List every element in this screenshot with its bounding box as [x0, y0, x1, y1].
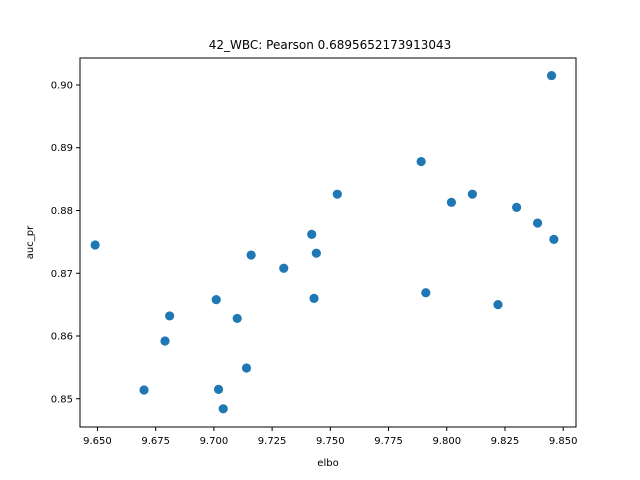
data-point: [332, 189, 342, 199]
x-tick-label: 9.850: [549, 436, 578, 447]
data-point: [549, 234, 559, 244]
x-tick-label: 9.800: [432, 436, 461, 447]
x-tick-label: 9.825: [491, 436, 520, 447]
data-point: [90, 240, 100, 250]
x-tick-label: 9.725: [258, 436, 287, 447]
data-point: [241, 363, 252, 373]
data-point: [309, 293, 319, 303]
axes-frame: [79, 57, 577, 428]
data-point: [467, 189, 477, 199]
y-axis-label: auc_pr: [25, 225, 36, 259]
y-tick-label: 0.85: [51, 394, 73, 405]
y-tick-label: 0.90: [51, 80, 73, 91]
x-tick-label: 9.675: [141, 436, 170, 447]
data-point: [165, 311, 175, 321]
x-tick-label: 9.650: [83, 436, 112, 447]
data-point: [416, 156, 426, 167]
data-point: [311, 248, 321, 258]
x-tick-label: 9.750: [316, 436, 345, 447]
y-tick-label: 0.87: [51, 269, 73, 280]
data-point: [246, 250, 256, 260]
data-point: [307, 229, 317, 239]
data-point: [139, 385, 149, 395]
data-point: [493, 300, 503, 310]
data-point: [218, 404, 228, 414]
y-axis-ticks: 0.85 0.86 0.87 0.88 0.89 0.90: [51, 80, 80, 405]
data-point: [279, 263, 289, 273]
data-point: [532, 218, 543, 228]
data-point: [213, 384, 224, 394]
x-axis-label: elbo: [317, 458, 338, 469]
y-tick-label: 0.89: [51, 143, 73, 154]
x-tick-label: 9.700: [200, 436, 229, 447]
y-tick-label: 0.86: [51, 332, 73, 343]
data-point: [421, 288, 431, 298]
x-tick-label: 9.775: [374, 436, 403, 447]
data-point: [512, 202, 522, 212]
data-point: [232, 313, 242, 324]
x-axis-ticks: 9.650 9.675 9.700 9.725 9.750 9.775 9.800 9.825…: [83, 427, 578, 447]
data-point: [446, 197, 457, 207]
data-point: [546, 70, 557, 81]
data-point: [160, 336, 170, 346]
data-point: [211, 295, 221, 305]
data-points: [90, 70, 559, 414]
chart-title: 42_WBC: Pearson 0.6895652173913043: [209, 38, 452, 52]
y-tick-label: 0.88: [51, 206, 73, 217]
